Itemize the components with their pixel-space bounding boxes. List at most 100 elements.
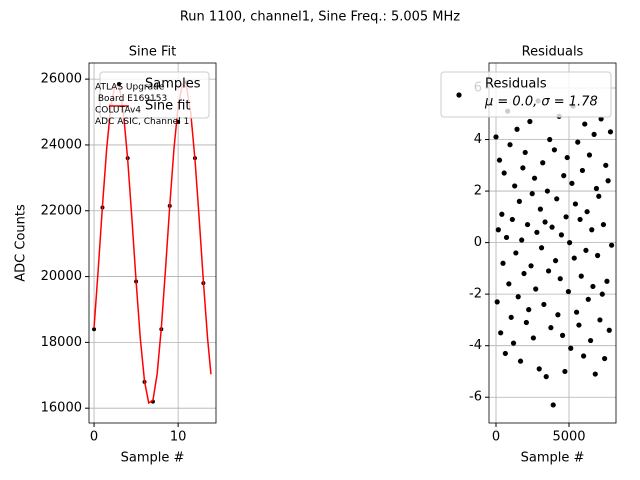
point [494, 299, 500, 305]
point [548, 325, 554, 331]
y-tick-label: 18000 [41, 335, 82, 350]
axes-frame [88, 62, 217, 424]
point [538, 245, 545, 251]
point [599, 291, 605, 297]
legend-label: Samples [145, 77, 201, 92]
legend-label: Residuals [485, 77, 547, 92]
point [499, 211, 505, 217]
legend-label: Sine fit [145, 99, 191, 114]
y-tick-label: -6 [469, 390, 482, 405]
point [563, 214, 569, 220]
point [550, 402, 556, 408]
point [524, 221, 531, 228]
y-tick-label: 0 [474, 235, 482, 250]
point [513, 250, 519, 256]
point [543, 374, 549, 380]
point [526, 307, 532, 313]
legend-note: μ = 0.0, σ = 1.78 [484, 95, 598, 110]
point [588, 337, 594, 344]
y-tick-label: 20000 [41, 269, 82, 284]
point [596, 193, 602, 199]
point [564, 154, 570, 161]
point [585, 296, 591, 302]
point [572, 201, 579, 207]
point [580, 353, 587, 359]
point [92, 327, 97, 332]
point [510, 340, 517, 346]
point [520, 165, 526, 171]
point [534, 229, 540, 235]
point [579, 167, 586, 174]
axes-frame [488, 62, 617, 424]
point [584, 209, 590, 215]
point [521, 270, 527, 277]
x-tick-label: 0 [492, 430, 500, 445]
annotation: COLUTAv4 [95, 106, 141, 116]
point [606, 327, 612, 333]
point [506, 281, 512, 287]
x-tick-label: 0 [90, 430, 98, 445]
point [603, 162, 609, 168]
point [552, 258, 559, 264]
point [496, 157, 503, 163]
point [569, 180, 575, 186]
point [514, 126, 520, 132]
x-axis-label: Sample # [521, 451, 585, 466]
point [500, 260, 506, 266]
annotation: Board E169153 [95, 94, 167, 104]
y-tick-label: -4 [469, 338, 482, 353]
y-axis-label: ADC Counts [14, 204, 29, 282]
point [529, 191, 535, 197]
point [558, 232, 565, 238]
point [605, 178, 611, 184]
point [577, 216, 583, 223]
point [541, 301, 547, 308]
point [583, 247, 589, 253]
point [573, 309, 580, 315]
point [597, 317, 603, 323]
legend-marker [117, 82, 121, 86]
point [547, 136, 553, 143]
point [507, 142, 513, 148]
point [582, 121, 588, 127]
point [571, 255, 577, 261]
point [549, 224, 555, 230]
point [503, 234, 510, 241]
point [568, 345, 574, 351]
y-tick-label: 24000 [41, 137, 82, 152]
y-tick-label: 4 [474, 132, 482, 147]
point [593, 185, 600, 192]
y-tick-label: -2 [469, 287, 482, 302]
point [561, 173, 567, 179]
point [590, 283, 596, 290]
point [598, 116, 604, 122]
point [557, 276, 563, 282]
point [493, 134, 499, 140]
point [498, 330, 504, 336]
point [559, 332, 566, 338]
point [607, 129, 614, 135]
point [540, 160, 546, 166]
annotation: ATLAS Upgrade [95, 83, 165, 93]
point [589, 227, 595, 233]
x-tick-label: 5000 [552, 430, 585, 445]
plot-area [92, 80, 212, 405]
point [523, 319, 529, 326]
point [554, 196, 560, 202]
point [542, 219, 548, 225]
axes-title: Residuals [522, 45, 584, 60]
point [516, 198, 522, 204]
point [576, 322, 582, 328]
point [522, 149, 528, 156]
point [551, 147, 557, 153]
point [600, 221, 607, 228]
figure-title: Run 1100, channel1, Sine Freq.: 5.005 MH… [180, 10, 460, 25]
point [565, 288, 572, 295]
x-tick-label: 10 [170, 430, 187, 445]
point [592, 371, 598, 377]
point [544, 188, 550, 194]
y-tick-label: 22000 [41, 203, 82, 218]
point [578, 273, 584, 279]
point [527, 118, 533, 125]
legend-marker [456, 92, 462, 98]
